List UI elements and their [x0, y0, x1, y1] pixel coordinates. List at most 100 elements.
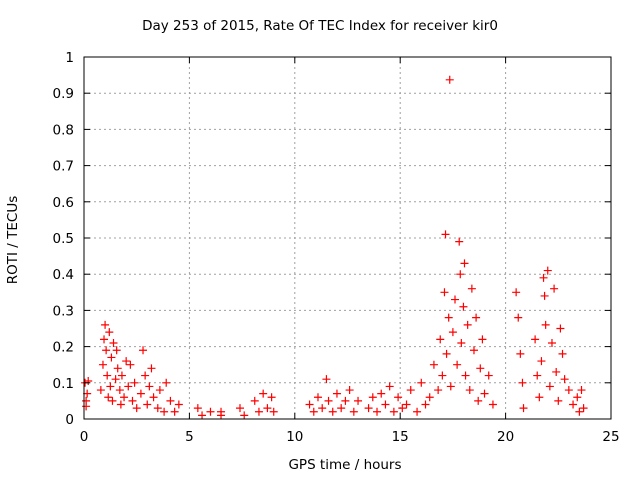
chart-title: Day 253 of 2015, Rate Of TEC Index for r…	[142, 18, 498, 34]
data-point	[206, 407, 215, 416]
data-point	[463, 320, 472, 329]
data-point	[111, 375, 120, 384]
data-point	[82, 402, 91, 411]
data-point	[456, 270, 465, 279]
data-point	[198, 411, 207, 420]
data-point	[116, 400, 125, 409]
data-point	[108, 396, 117, 405]
data-point	[269, 407, 278, 416]
data-point	[153, 404, 162, 413]
data-point	[398, 404, 407, 413]
data-point	[465, 386, 474, 395]
data-point	[132, 404, 141, 413]
data-point	[193, 404, 202, 413]
data-point	[389, 407, 398, 416]
data-point	[535, 393, 544, 402]
data-point	[147, 364, 156, 373]
data-point	[440, 288, 449, 297]
axis-ticks: 0 5 10 15 20 25 0 0.1 0.2 0.3 0.4 0.5 0.6 0.7 0.8 0.9 1	[53, 50, 620, 445]
data-point	[453, 360, 462, 369]
data-point	[478, 335, 487, 344]
data-point	[259, 389, 268, 398]
data-point	[472, 313, 481, 322]
x-tick-label: 10	[286, 429, 303, 445]
data-point	[349, 407, 358, 416]
y-tick-label: 0.6	[53, 195, 74, 211]
data-point	[130, 378, 139, 387]
data-point	[413, 407, 422, 416]
data-point	[575, 407, 584, 416]
y-tick-label: 0.9	[53, 86, 74, 102]
data-point	[98, 360, 107, 369]
data-points	[81, 75, 588, 420]
data-point	[547, 338, 556, 347]
data-point	[425, 393, 434, 402]
data-point	[354, 396, 363, 405]
data-point	[480, 389, 489, 398]
data-point	[149, 393, 158, 402]
y-axis-label: ROTI / TECUs	[5, 195, 21, 285]
data-point	[170, 407, 179, 416]
data-point	[240, 411, 249, 420]
data-point	[217, 411, 226, 420]
data-point	[518, 378, 527, 387]
data-point	[441, 230, 450, 239]
data-point	[429, 360, 438, 369]
data-point	[364, 404, 373, 413]
data-point	[514, 313, 523, 322]
data-point	[117, 371, 126, 380]
data-point	[160, 407, 169, 416]
grid-lines	[84, 57, 611, 419]
data-point	[451, 295, 460, 304]
data-point	[540, 291, 549, 300]
y-tick-label: 0.1	[53, 376, 74, 392]
plot-frame	[83, 56, 612, 420]
data-point	[421, 400, 430, 409]
data-point	[106, 382, 115, 391]
data-point	[459, 302, 468, 311]
data-point	[552, 367, 561, 376]
data-point	[537, 357, 546, 366]
data-point	[448, 328, 457, 337]
y-tick-label: 0	[65, 412, 74, 428]
data-point	[558, 349, 567, 358]
data-point	[512, 288, 521, 297]
data-point	[267, 393, 276, 402]
data-point	[406, 386, 415, 395]
data-point	[484, 371, 493, 380]
data-point	[545, 382, 554, 391]
data-point	[531, 335, 540, 344]
data-point	[309, 407, 318, 416]
data-point	[126, 360, 135, 369]
data-point	[162, 378, 171, 387]
data-point	[84, 376, 93, 385]
data-point	[455, 237, 464, 246]
data-point	[564, 386, 573, 395]
data-point	[457, 338, 466, 347]
data-point	[543, 266, 552, 275]
data-point	[322, 375, 331, 384]
data-point	[305, 400, 314, 409]
x-axis-label: GPS time / hours	[288, 457, 402, 473]
data-point	[107, 353, 116, 362]
data-point	[122, 357, 131, 366]
x-tick-label: 5	[185, 429, 194, 445]
data-point	[436, 335, 445, 344]
data-point	[488, 400, 497, 409]
data-point	[341, 396, 350, 405]
data-point	[381, 400, 390, 409]
data-point	[394, 393, 403, 402]
data-point	[573, 393, 582, 402]
data-point	[101, 320, 110, 329]
data-point	[96, 386, 105, 395]
data-point	[166, 396, 175, 405]
data-point	[373, 407, 382, 416]
data-point	[377, 389, 386, 398]
data-point	[460, 259, 469, 268]
data-point	[103, 371, 112, 380]
data-point	[318, 404, 327, 413]
data-point	[254, 407, 263, 416]
data-point	[145, 382, 154, 391]
data-point	[120, 393, 129, 402]
